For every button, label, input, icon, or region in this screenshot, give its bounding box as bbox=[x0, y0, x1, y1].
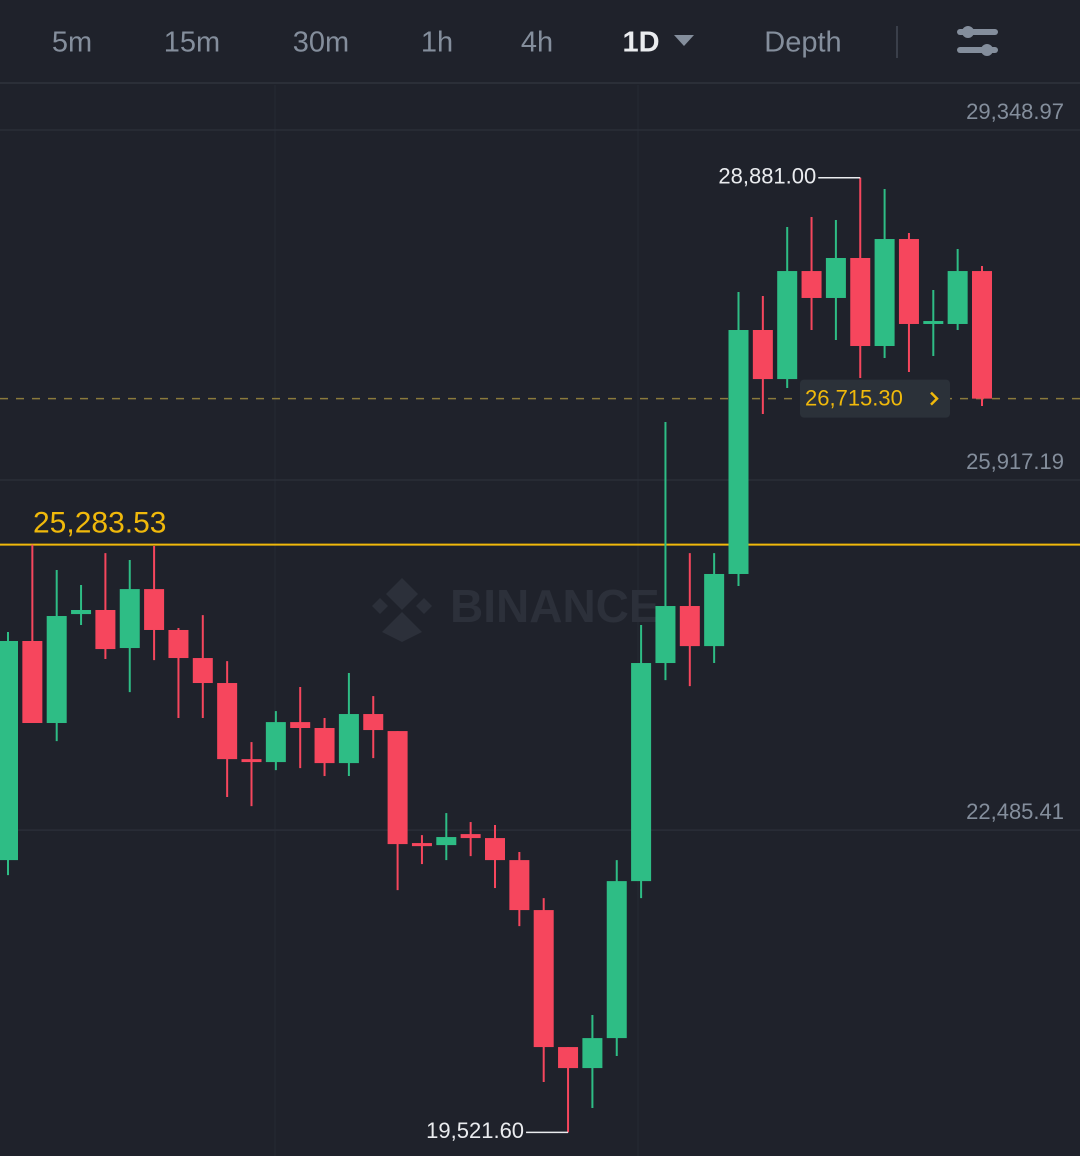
interval-tab[interactable]: 30m bbox=[293, 27, 349, 59]
candle-body bbox=[631, 663, 652, 882]
candle-body bbox=[338, 714, 359, 764]
candle-body bbox=[923, 321, 944, 324]
candle-body bbox=[95, 609, 116, 650]
y-tick-label: 25,917.19 bbox=[966, 449, 1064, 474]
horizontal-line-label: 25,283.53 bbox=[33, 507, 166, 540]
candle-body bbox=[411, 843, 432, 847]
candle-body bbox=[801, 271, 822, 298]
candle-body bbox=[460, 834, 481, 839]
candle-body bbox=[752, 330, 773, 380]
candle-body bbox=[485, 838, 505, 861]
candle-body bbox=[22, 641, 43, 724]
candle-body bbox=[144, 589, 165, 630]
candle-body bbox=[972, 271, 992, 399]
candle-body bbox=[533, 910, 554, 1048]
interval-tab[interactable]: 1h bbox=[421, 27, 453, 59]
last-price-chevron bbox=[930, 391, 939, 406]
candle-body bbox=[777, 271, 798, 380]
candle-body bbox=[363, 714, 384, 731]
candle-body bbox=[558, 1047, 579, 1069]
watermark: BINANCE bbox=[450, 580, 660, 632]
y-tick-label: 22,485.41 bbox=[966, 799, 1064, 824]
candle-body bbox=[898, 239, 919, 324]
watermark-logo bbox=[372, 578, 432, 642]
candle-body bbox=[874, 239, 895, 347]
plot: 29,348.97 25,917.19 22,485.41 25,283.53 28,8… bbox=[0, 99, 1080, 1143]
dropdown-caret[interactable] bbox=[674, 35, 694, 46]
max-label: 28,881.00 bbox=[718, 164, 816, 189]
y-tick-label: 29,348.97 bbox=[966, 99, 1064, 124]
candle-body bbox=[168, 629, 189, 659]
candle-body bbox=[290, 722, 311, 729]
last-price-tag[interactable] bbox=[800, 379, 950, 418]
settings-icon[interactable] bbox=[957, 26, 998, 56]
interval-tab-selected[interactable]: 1D bbox=[622, 27, 659, 59]
candle-body bbox=[71, 609, 92, 615]
toolbar: 5m 15m 30m 1h 4h 1D Depth bbox=[52, 27, 842, 59]
candle-body bbox=[728, 330, 749, 574]
candle-body bbox=[436, 837, 457, 846]
depth-tab[interactable]: Depth bbox=[764, 27, 841, 59]
candle-body bbox=[850, 257, 871, 347]
candle-body bbox=[387, 731, 408, 845]
candle-body bbox=[217, 683, 238, 760]
candle-body bbox=[582, 1038, 603, 1069]
interval-tab[interactable]: 15m bbox=[164, 27, 220, 59]
candle-body bbox=[825, 257, 846, 298]
min-label: 19,521.60 bbox=[426, 1118, 524, 1143]
candle-body bbox=[509, 860, 530, 911]
candle-body bbox=[314, 728, 335, 764]
candle-body bbox=[265, 722, 286, 763]
last-price-label: 26,715.30 bbox=[805, 385, 903, 410]
candle-body bbox=[0, 641, 18, 861]
candle-body bbox=[704, 573, 725, 647]
candle-body bbox=[192, 658, 213, 684]
candle-body bbox=[46, 616, 67, 724]
candle-body bbox=[606, 881, 627, 1039]
interval-tab[interactable]: 4h bbox=[521, 27, 553, 59]
interval-tab[interactable]: 5m bbox=[52, 27, 92, 59]
candle-body bbox=[241, 759, 262, 763]
candle-body bbox=[679, 606, 700, 647]
candle-body bbox=[947, 271, 968, 324]
candle-body bbox=[655, 606, 676, 664]
candle-body bbox=[119, 589, 140, 649]
